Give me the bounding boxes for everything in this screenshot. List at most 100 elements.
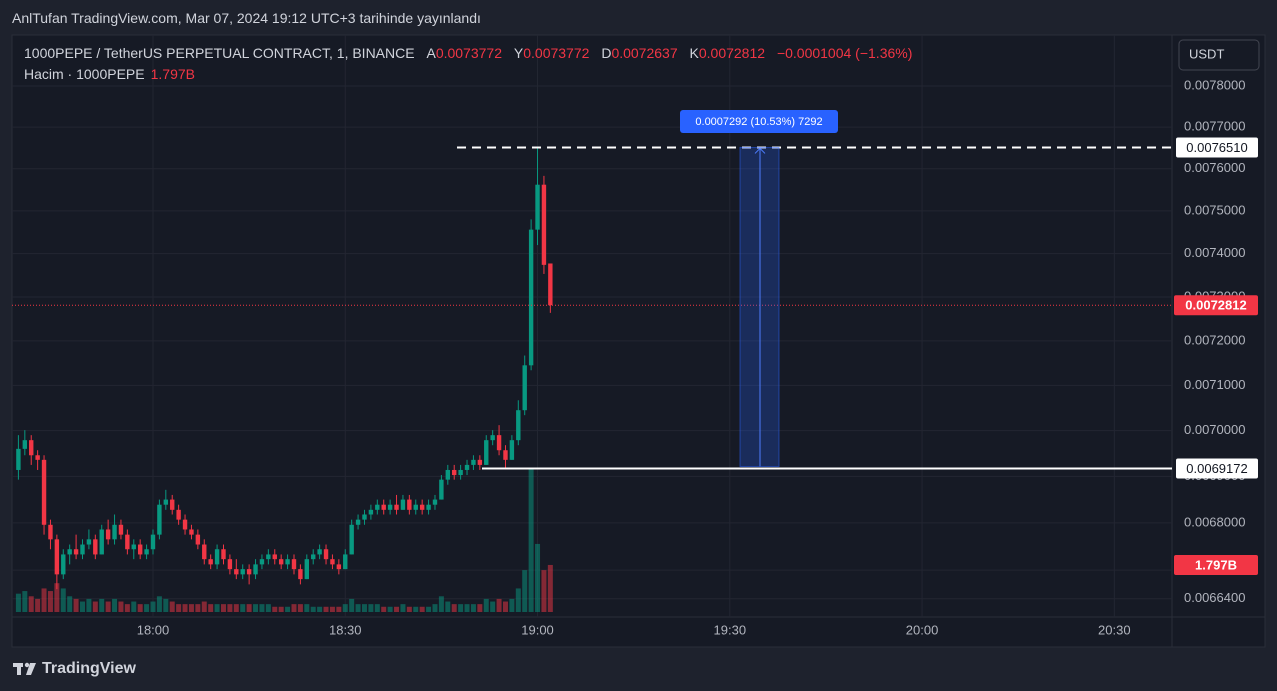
candle-body xyxy=(439,479,444,500)
y-tick-label: 0.0078000 xyxy=(1184,77,1245,92)
volume-badge-label: 1.797B xyxy=(1195,557,1237,572)
candle-body xyxy=(496,435,502,451)
volume-bar xyxy=(304,604,310,612)
volume-bar xyxy=(15,593,21,612)
volume-bar xyxy=(92,601,98,612)
candle-body xyxy=(445,469,451,480)
currency-label[interactable]: USDT xyxy=(1189,46,1224,61)
candle-body xyxy=(413,504,418,510)
candle-body xyxy=(522,365,527,411)
candle-body xyxy=(368,509,374,515)
measure-label: 0.0007292 (10.53%) 7292 xyxy=(695,116,822,128)
volume-bar xyxy=(528,468,534,612)
volume-bar xyxy=(426,606,432,612)
candle-body xyxy=(118,524,124,535)
candle-body xyxy=(182,519,188,530)
volume-bar xyxy=(349,598,355,612)
volume-bar xyxy=(41,588,47,612)
x-tick-label: 19:00 xyxy=(521,622,554,637)
y-tick-label: 0.0074000 xyxy=(1184,245,1245,260)
candle-layer xyxy=(16,147,553,590)
volume-bar xyxy=(329,606,335,612)
measure-price-box xyxy=(1176,137,1258,158)
candle-body xyxy=(246,569,252,575)
volume-bar xyxy=(291,604,297,612)
candle-body xyxy=(67,549,72,555)
volume-bar xyxy=(246,604,252,612)
volume-bar xyxy=(240,604,246,612)
legend-value: 0.0073772 xyxy=(435,45,502,61)
currency-button[interactable] xyxy=(1178,39,1260,71)
candle-body xyxy=(458,469,463,476)
volume-bar xyxy=(131,601,137,612)
x-tick-label: 19:30 xyxy=(714,622,747,637)
candle-body xyxy=(189,529,194,535)
candle-body xyxy=(375,504,380,510)
volume-bar xyxy=(515,588,521,612)
volume-bar xyxy=(317,606,323,612)
volume-bar xyxy=(310,606,316,612)
candle-body xyxy=(330,559,335,565)
volume-bar xyxy=(483,598,489,612)
legend-label: Y xyxy=(513,45,524,61)
volume-bar xyxy=(400,604,406,612)
volume-bar xyxy=(419,606,425,612)
published-line: AnlTufan TradingView.com, Mar 07, 2024 1… xyxy=(12,10,481,26)
candle-body xyxy=(93,539,98,555)
candle-body xyxy=(349,524,354,555)
volume-value: 1.797B xyxy=(150,66,195,82)
legend-value: 0.0072812 xyxy=(698,45,766,61)
candle-body xyxy=(266,554,271,560)
last-price-label: 0.0072812 xyxy=(1185,298,1246,313)
candle-body xyxy=(35,455,40,460)
candle-body xyxy=(509,440,515,460)
candle-body xyxy=(202,544,207,560)
candle-body xyxy=(170,499,175,510)
volume-bar xyxy=(253,604,259,612)
volume-bar xyxy=(323,606,329,612)
volume-bar xyxy=(394,606,400,612)
volume-bar xyxy=(73,598,79,612)
tv-logo-icon xyxy=(13,662,36,675)
volume-bar xyxy=(227,604,233,612)
candle-body xyxy=(163,499,169,505)
volume-bar xyxy=(502,601,508,612)
measure-arrow-head xyxy=(754,147,766,154)
candle-body xyxy=(240,569,245,575)
candle-body xyxy=(490,435,495,441)
volume-bar xyxy=(79,601,85,612)
candle-body xyxy=(291,559,297,570)
candle-body xyxy=(208,559,213,565)
candle-body xyxy=(541,184,547,265)
candle-body xyxy=(323,549,329,560)
x-tick-label: 18:00 xyxy=(137,622,170,637)
volume-bar xyxy=(220,604,226,612)
volume-bar xyxy=(342,604,348,612)
candle-body xyxy=(61,554,66,575)
y-tick-label: 0.0075000 xyxy=(1184,202,1245,217)
volume-label: Hacim · 1000PEPE xyxy=(24,66,145,82)
candle-body xyxy=(227,559,233,570)
volume-bar xyxy=(361,604,367,612)
candle-body xyxy=(259,559,265,565)
candle-body xyxy=(298,569,303,580)
volume-bar xyxy=(47,591,53,612)
candle-body xyxy=(387,504,393,510)
candle-body xyxy=(535,184,540,230)
volume-bar xyxy=(336,606,342,612)
candle-body xyxy=(195,534,201,545)
legend-label: K xyxy=(689,45,699,61)
volume-bar xyxy=(355,604,361,612)
volume-bar xyxy=(381,606,387,612)
volume-bar xyxy=(182,604,188,612)
volume-bar xyxy=(150,601,156,612)
volume-bar xyxy=(156,596,162,612)
legend-value: 0.0072637 xyxy=(611,45,678,61)
volume-bar xyxy=(163,598,169,612)
candle-body xyxy=(336,564,342,570)
candle-body xyxy=(112,524,117,540)
volume-bar xyxy=(208,604,214,612)
volume-bar xyxy=(124,604,130,612)
candle-body xyxy=(355,519,361,525)
